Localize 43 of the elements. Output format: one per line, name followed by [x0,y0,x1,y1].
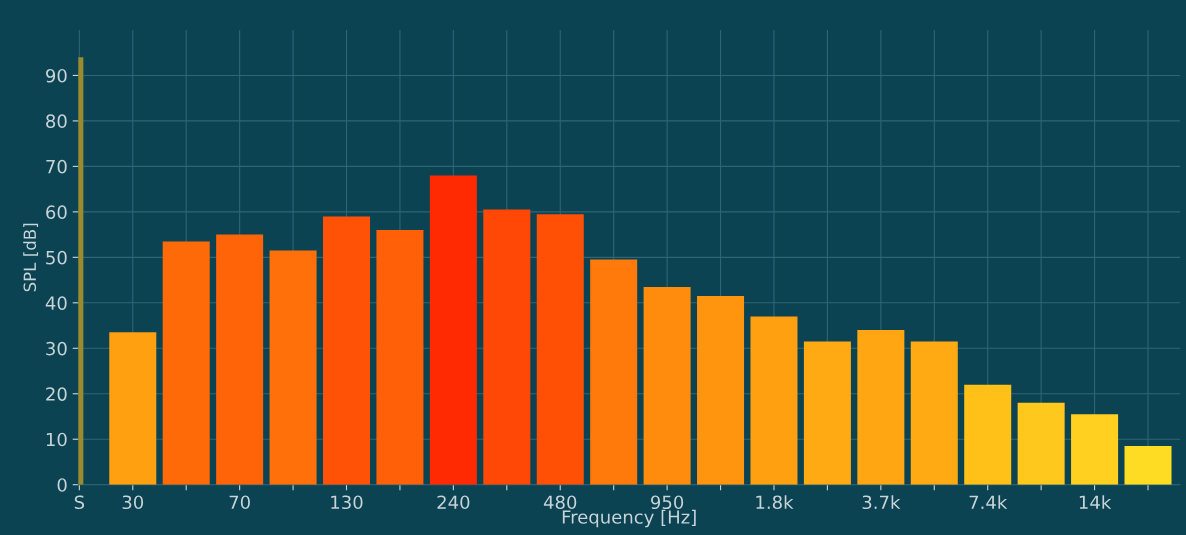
bar [697,295,745,485]
y-tick-label: 20 [46,387,67,401]
bar [109,332,157,485]
y-tick-label: 0 [57,478,67,492]
bar [590,259,638,485]
x-axis-title: Frequency [Hz] [562,509,696,528]
bar [536,214,584,485]
bar [964,384,1012,485]
x-tick-label: 70 [229,495,250,510]
bar [162,241,210,485]
bar [323,216,371,485]
x-tick-label: 3.7k [862,495,901,510]
bar [910,341,958,485]
y-axis-title: SPL [dB] [23,223,39,292]
x-tick-label: 7.4k [969,495,1008,509]
bar [269,250,317,485]
y-tick-label: 50 [46,250,67,265]
bar [750,316,798,485]
bar [429,175,477,485]
bar [1017,402,1065,485]
y-tick-label: 80 [46,114,67,129]
x-tick-label: 14k [1079,495,1112,509]
x-tick-label: 240 [437,495,470,510]
y-tick-label: 40 [45,296,67,310]
bar [216,234,264,485]
x-tick-label: 480 [543,495,577,510]
x-tick-label: 950 [651,495,684,510]
bar [1071,414,1119,485]
y-tick-label: 60 [46,205,67,219]
x-tick-label: S [74,495,85,510]
x-tick-label: 30 [122,495,144,510]
bar [643,286,691,485]
y-tick-label: 10 [46,432,67,447]
bar [803,341,851,485]
y-tick-label: 70 [46,159,67,174]
y-tick-label: 30 [46,341,67,356]
y-tick-label: 90 [46,68,67,83]
x-tick-label: 130 [331,495,363,510]
bar [376,230,424,485]
x-tick-label: 1.8k [756,495,794,510]
bar [857,330,905,485]
bar [1124,446,1172,485]
bar [483,209,531,485]
